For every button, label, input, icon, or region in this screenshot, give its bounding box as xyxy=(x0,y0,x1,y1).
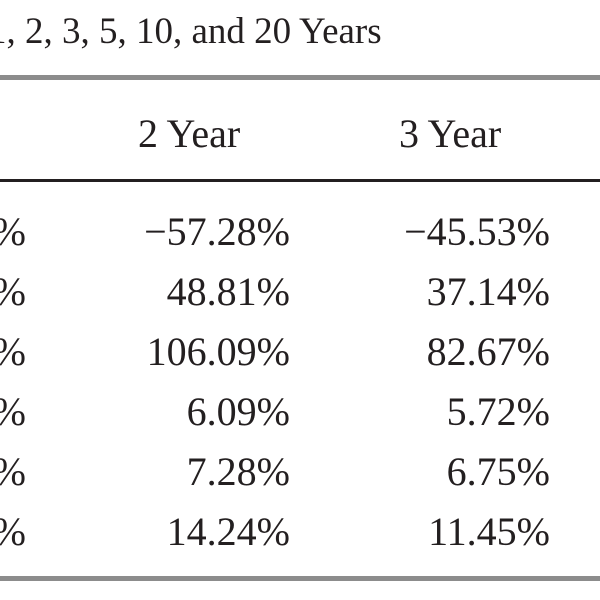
table-cell: 37.14% xyxy=(426,269,550,314)
table-cell: −57.28% xyxy=(144,209,290,254)
table-cell: % xyxy=(0,323,26,381)
table-cell: % xyxy=(0,383,26,441)
table-row: % 7.28% 6.75% xyxy=(0,443,600,501)
table-cell: 14.24% xyxy=(166,509,290,554)
table-cell: 6.75% xyxy=(446,449,550,494)
table-cell: 5.72% xyxy=(446,389,550,434)
top-rule xyxy=(0,75,600,80)
table-row: % 14.24% 11.45% xyxy=(0,503,600,561)
bottom-rule xyxy=(0,576,600,581)
table-caption: 1, 2, 3, 5, 10, and 20 Years xyxy=(0,6,600,58)
table-row: % 106.09% 82.67% xyxy=(0,323,600,381)
table-cell: % xyxy=(0,503,26,561)
table-row: % 6.09% 5.72% xyxy=(0,383,600,441)
table-cell: 6.09% xyxy=(186,389,290,434)
table-cell: 48.81% xyxy=(166,269,290,314)
table-cell: −45.53% xyxy=(404,209,550,254)
table-cell: % xyxy=(0,443,26,501)
table-row: % −57.28% −45.53% xyxy=(0,203,600,261)
table-cell: 106.09% xyxy=(146,329,290,374)
table-row: % 48.81% 37.14% xyxy=(0,263,600,321)
table-cell: 11.45% xyxy=(428,509,550,554)
column-header-3-year: 3 Year xyxy=(399,111,502,156)
table-cell: 82.67% xyxy=(426,329,550,374)
table-cell: 7.28% xyxy=(186,449,290,494)
table-caption-text: 1, 2, 3, 5, 10, and 20 Years xyxy=(0,11,382,52)
table-cell: % xyxy=(0,263,26,321)
table-cell: % xyxy=(0,203,26,261)
column-header-2-year: 2 Year xyxy=(138,111,241,156)
header-rule xyxy=(0,179,600,182)
